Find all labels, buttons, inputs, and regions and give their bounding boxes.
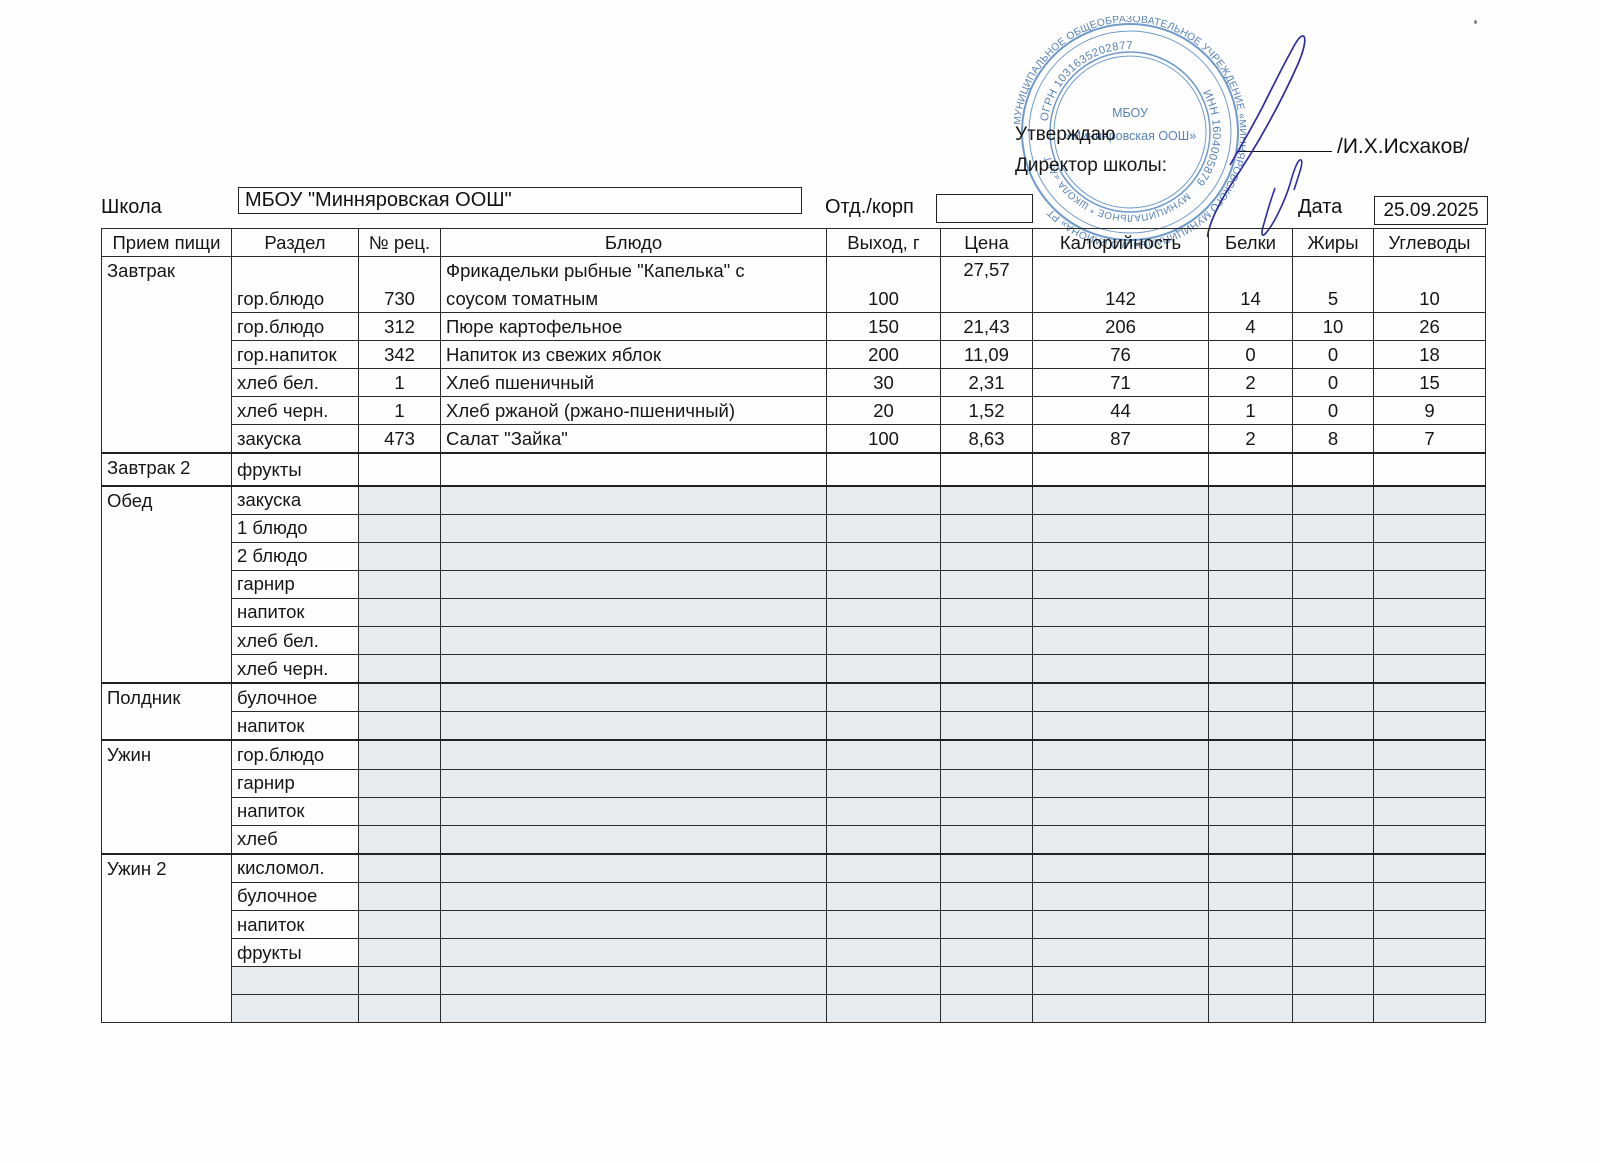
svg-text:МБОУ: МБОУ (1112, 106, 1148, 120)
